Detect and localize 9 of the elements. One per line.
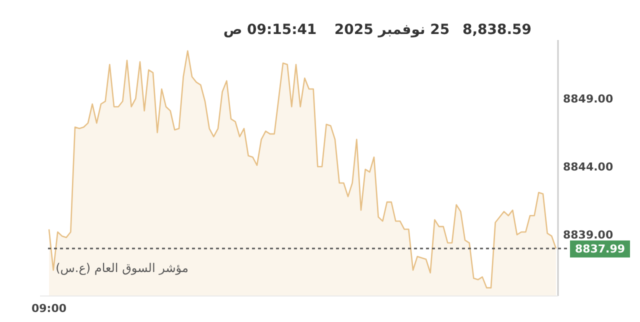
x-tick-label: 09:00 (31, 302, 67, 315)
y-tick-label: 8844.00 (563, 160, 614, 174)
text: 09:15:41 ص (223, 22, 317, 38)
annotation: مؤشر السوق العام (ع.س) (56, 261, 188, 275)
y-tick-label: 8839.00 (563, 228, 614, 242)
ref-line-label: 8837.99 (574, 242, 626, 256)
y-tick-label: 8849.00 (563, 92, 614, 106)
text: 8,838.59 (462, 22, 532, 38)
text: 25 نوفمبر 2025 (334, 22, 450, 38)
